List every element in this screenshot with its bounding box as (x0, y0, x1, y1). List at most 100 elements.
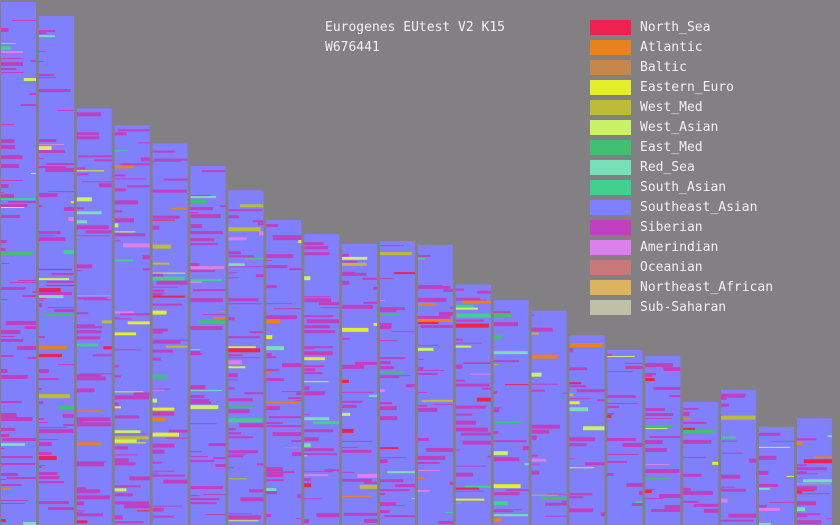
ancestry-segment (38, 146, 52, 151)
ancestry-segment (304, 478, 311, 482)
ancestry-segment (343, 512, 378, 516)
ancestry-segment (266, 473, 284, 478)
ancestry-segment (420, 324, 453, 328)
ancestry-segment (266, 471, 295, 474)
ancestry-segment (154, 158, 188, 161)
ancestry-segment (126, 185, 150, 188)
ancestry-segment (493, 335, 502, 340)
ancestry-segment (796, 513, 821, 516)
ancestry-segment (38, 61, 44, 63)
ancestry-segment (1, 287, 26, 290)
ancestry-segment (531, 332, 539, 335)
ancestry-segment (38, 442, 52, 447)
ancestry-segment (76, 422, 112, 427)
ancestry-segment (76, 312, 89, 315)
legend-label: Oceanian (640, 260, 703, 275)
ancestry-segment (569, 398, 592, 400)
ancestry-segment (342, 304, 373, 309)
ancestry-segment (266, 356, 277, 359)
ancestry-segment (342, 271, 356, 273)
ancestry-segment (38, 429, 74, 434)
ancestry-segment (417, 347, 434, 351)
ancestry-segment (228, 387, 235, 390)
legend-swatch (590, 160, 631, 175)
ancestry-segment (304, 357, 325, 361)
ancestry-segment (342, 404, 357, 408)
ancestry-segment (76, 388, 95, 393)
ancestry-segment (635, 500, 643, 503)
ancestry-segment (18, 280, 36, 281)
ancestry-segment (304, 417, 330, 421)
ancestry-segment (190, 349, 201, 351)
ancestry-segment (455, 379, 465, 382)
ancestry-segment (493, 408, 500, 413)
ancestry-segment (363, 518, 378, 523)
legend-swatch (590, 20, 631, 35)
ancestry-segment (114, 349, 142, 351)
ancestry-segment (298, 240, 302, 244)
ancestry-segment (142, 268, 150, 271)
ancestry-segment (569, 348, 573, 353)
ancestry-segment (76, 173, 89, 176)
ancestry-segment (76, 417, 111, 422)
ancestry-segment (342, 449, 372, 453)
ancestry-segment (607, 405, 619, 408)
ancestry-segment (802, 479, 832, 483)
chromosome-column (417, 244, 453, 525)
ancestry-segment (114, 436, 149, 440)
ancestry-segment (380, 252, 412, 256)
ancestry-segment (505, 384, 529, 386)
ancestry-segment (190, 351, 201, 354)
ancestry-segment (1, 434, 10, 437)
ancestry-segment (683, 421, 707, 424)
ancestry-segment (266, 303, 293, 305)
ancestry-segment (38, 295, 64, 299)
ancestry-segment (342, 400, 363, 403)
ancestry-segment (1, 72, 24, 73)
ancestry-segment (38, 74, 55, 77)
ancestry-segment (449, 481, 453, 485)
ancestry-segment (266, 265, 288, 269)
ancestry-segment (38, 278, 70, 281)
ancestry-segment (569, 458, 575, 460)
ancestry-segment (38, 288, 61, 293)
ancestry-segment (546, 493, 567, 495)
ancestry-segment (455, 420, 477, 425)
ancestry-segment (476, 397, 491, 402)
ancestry-segment (266, 491, 278, 495)
ancestry-segment (493, 391, 498, 395)
ancestry-segment (152, 411, 175, 416)
ancestry-segment (152, 388, 171, 390)
ancestry-segment (76, 225, 109, 230)
ancestry-segment (228, 360, 243, 365)
ancestry-segment (228, 357, 261, 359)
ancestry-segment (380, 307, 405, 311)
ancestry-segment (38, 89, 71, 93)
ancestry-segment (272, 235, 302, 238)
ancestry-segment (607, 399, 612, 402)
chromosome-column (683, 401, 719, 525)
ancestry-segment (607, 472, 614, 476)
ancestry-segment (76, 462, 105, 467)
ancestry-segment (1, 339, 24, 342)
ancestry-segment (380, 459, 388, 464)
ancestry-segment (583, 426, 605, 431)
ancestry-segment (304, 437, 319, 442)
ancestry-segment (721, 474, 741, 479)
ancestry-segment (803, 459, 832, 464)
ancestry-segment (569, 407, 589, 412)
ancestry-segment (27, 357, 36, 359)
ancestry-segment (1, 401, 22, 403)
ancestry-segment (76, 410, 102, 412)
ancestry-segment (304, 330, 335, 334)
ancestry-segment (92, 354, 112, 357)
ancestry-segment (228, 515, 262, 520)
ancestry-segment (796, 438, 817, 441)
ancestry-segment (380, 502, 397, 506)
ancestry-segment (190, 281, 202, 284)
ancestry-segment (228, 450, 259, 454)
ancestry-segment (266, 254, 294, 259)
ancestry-segment (114, 458, 129, 463)
ancestry-segment (215, 464, 226, 468)
ancestry-segment (645, 418, 672, 420)
